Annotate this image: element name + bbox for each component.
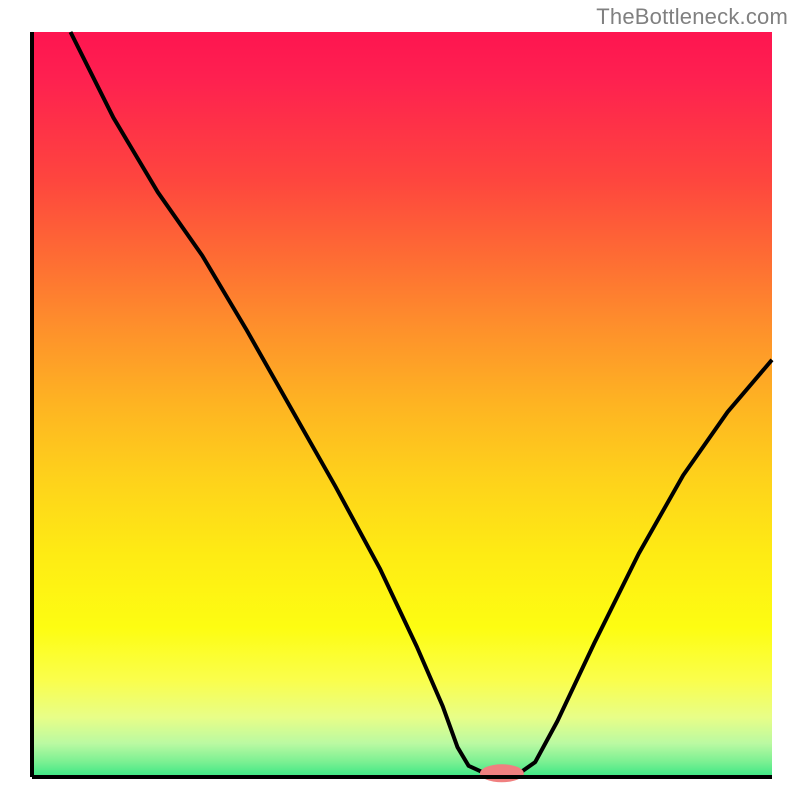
- optimal-marker: [480, 764, 524, 782]
- bottleneck-chart: [0, 0, 800, 800]
- chart-frame: TheBottleneck.com: [0, 0, 800, 800]
- plot-background: [32, 32, 772, 777]
